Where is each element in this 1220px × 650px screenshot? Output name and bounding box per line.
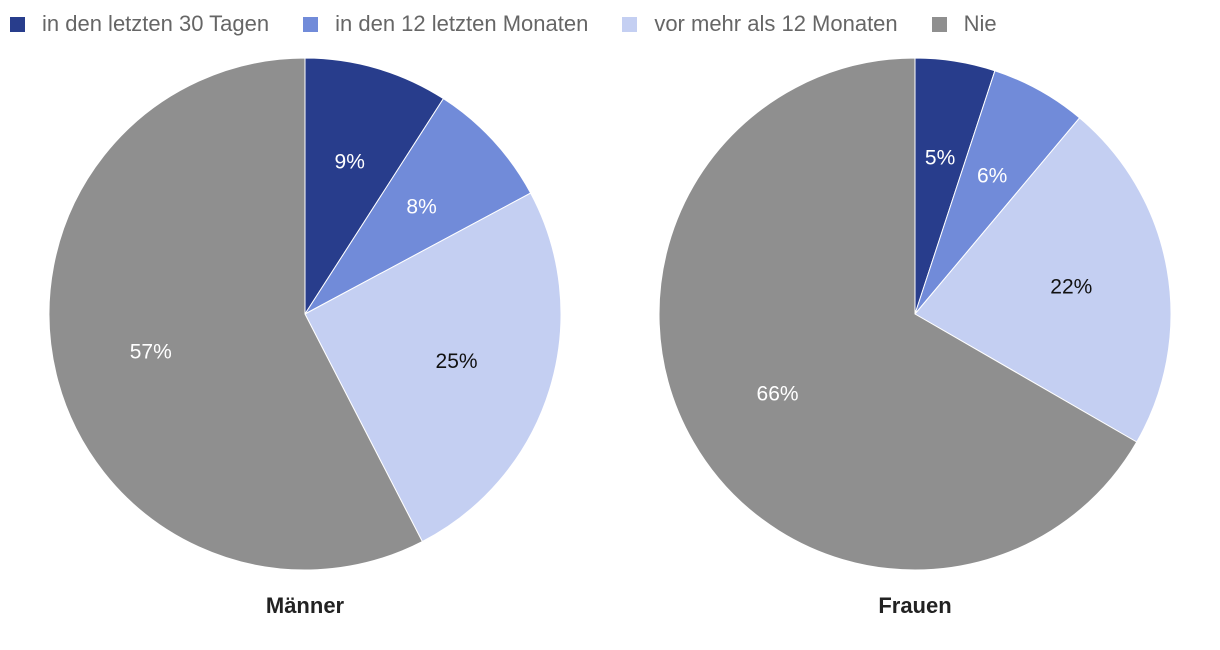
legend-label: Nie xyxy=(963,11,997,36)
pie-slice xyxy=(304,192,562,543)
pie-slice xyxy=(658,57,1138,571)
pie-slice-label: 22% xyxy=(1050,275,1092,298)
pie-slice-label: 5% xyxy=(925,146,955,169)
legend-swatch xyxy=(303,16,319,32)
legend-label: in den letzten 30 Tagen xyxy=(42,11,270,36)
pie-slice-label: 8% xyxy=(406,195,436,218)
pie-slice xyxy=(304,57,445,316)
pie-slice-label: 66% xyxy=(757,382,799,405)
pie-slice-label: 6% xyxy=(977,164,1007,187)
legend-swatch xyxy=(931,16,947,32)
pie-slice-label: 9% xyxy=(335,151,365,174)
pie-slice xyxy=(303,97,532,316)
legend-item: in den letzten 30 Tagen xyxy=(10,11,269,37)
legend-item: in den 12 letzten Monaten xyxy=(303,11,588,37)
pie-slice xyxy=(48,57,423,571)
legend-label: in den 12 letzten Monaten xyxy=(335,11,589,36)
legend-item: Nie xyxy=(931,11,997,37)
pie-chart-title: Frauen xyxy=(878,593,951,618)
pie-slice-label: 57% xyxy=(130,340,172,363)
pie-slice-label: 25% xyxy=(436,350,478,373)
pie-slice xyxy=(914,117,1172,443)
legend-label: vor mehr als 12 Monaten xyxy=(654,11,898,36)
legend-swatch xyxy=(10,16,25,32)
legend-item: vor mehr als 12 Monaten xyxy=(622,11,898,37)
pie-chart: 9% 8% 25% 57% Männer xyxy=(48,57,562,618)
pie-chart: 5% 6% 22% 66% Frauen xyxy=(658,57,1172,618)
legend-swatch xyxy=(622,16,638,32)
chart-legend: in den letzten 30 Tagen in den 12 letzten… xyxy=(10,10,1031,38)
pie-chart-title: Männer xyxy=(266,593,345,618)
